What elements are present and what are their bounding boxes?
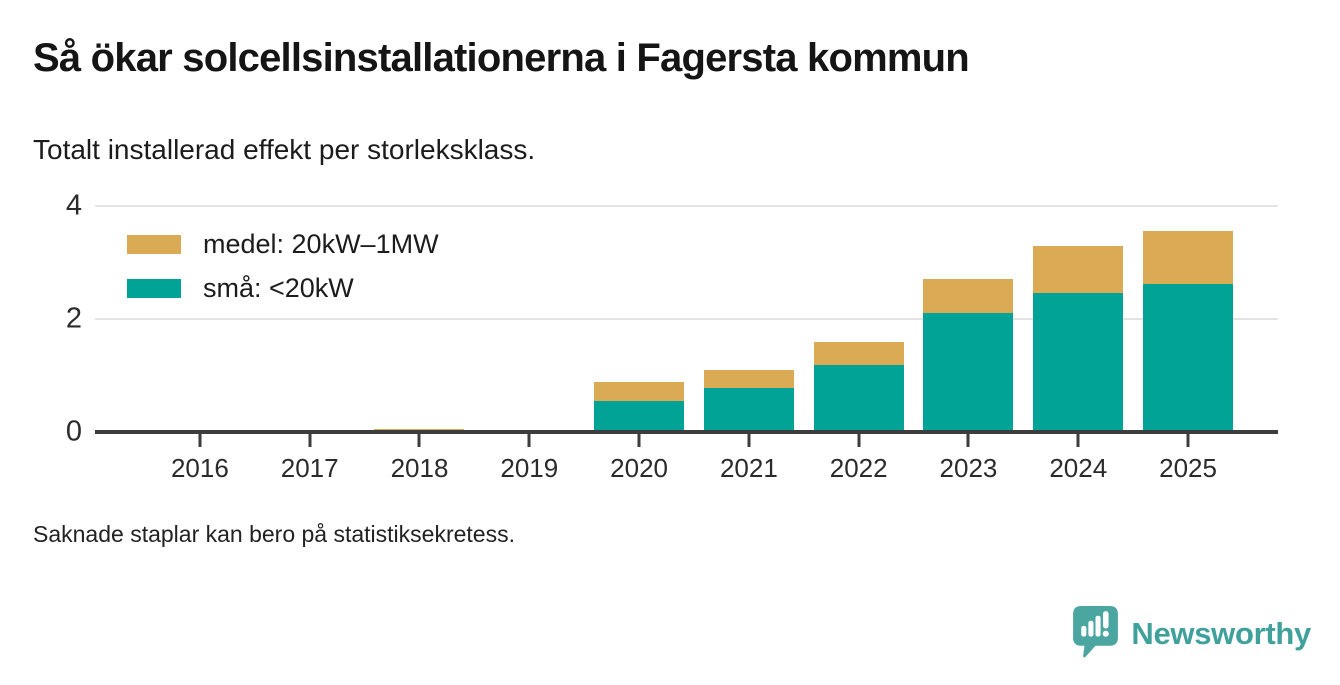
x-tick-label-2023: 2023	[939, 453, 998, 483]
chart-title: Så ökar solcellsinstallationerna i Fager…	[33, 36, 970, 80]
x-tick-2016	[198, 434, 202, 447]
bar-segment-medel-2022	[813, 341, 904, 365]
x-tick-label-2016: 2016	[170, 453, 229, 483]
bar-segment-sma-2021	[703, 387, 794, 432]
bar-segment-medel-2023	[923, 279, 1014, 314]
speech-bubble-bar-chart-icon	[1071, 604, 1120, 664]
x-tick-2023	[966, 434, 970, 447]
y-tick-label-0: 0	[65, 415, 82, 448]
legend-item-medel: medel: 20kW–1MW	[127, 229, 439, 260]
x-tick-label-2018: 2018	[390, 453, 449, 483]
bar-segment-sma-2024	[1033, 293, 1124, 432]
bar-slot-2024: 2024	[1023, 206, 1133, 483]
legend: medel: 20kW–1MW små: <20kW	[127, 229, 439, 317]
x-tick-label-2025: 2025	[1159, 453, 1217, 483]
brand-name: Newsworthy	[1131, 616, 1311, 651]
x-tick-2025	[1186, 434, 1190, 447]
bar-2022	[813, 341, 904, 432]
legend-label-sma: små: <20kW	[203, 273, 354, 303]
y-tick-label-2: 2	[65, 302, 82, 335]
x-tick-2018	[417, 434, 421, 447]
bars-area: 2016 2017 2018 2019 2020 2021 2022 2023 2024 2025	[145, 206, 1243, 483]
chart-subtitle: Totalt installerad effekt per storlekskl…	[33, 134, 536, 165]
bar-slot-2020: 2020	[584, 206, 694, 483]
x-tick-2019	[527, 434, 531, 447]
x-tick-2021	[747, 434, 751, 447]
x-tick-2020	[637, 434, 641, 447]
bar-segment-sma-2025	[1143, 283, 1234, 432]
bar-segment-medel-2020	[594, 382, 685, 401]
bar-slot-2025: 2025	[1133, 206, 1243, 483]
bar-2020	[594, 382, 685, 432]
bar-segment-medel-2024	[1033, 246, 1124, 294]
y-tick-label-4: 4	[65, 189, 82, 222]
bar-slot-2016: 2016	[145, 206, 255, 483]
bar-segment-sma-2023	[923, 313, 1014, 432]
bar-segment-sma-2022	[813, 364, 904, 432]
x-tick-label-2017: 2017	[280, 453, 339, 483]
bar-slot-2021: 2021	[694, 206, 804, 483]
legend-swatch-medel	[127, 235, 181, 254]
bar-slot-2022: 2022	[804, 206, 914, 483]
bar-2025	[1143, 230, 1234, 432]
bar-segment-sma-2020	[594, 400, 685, 432]
x-tick-label-2021: 2021	[719, 453, 778, 483]
x-tick-label-2022: 2022	[829, 453, 888, 483]
x-tick-label-2020: 2020	[610, 453, 668, 483]
legend-item-sma: små: <20kW	[127, 273, 439, 304]
bar-2024	[1033, 246, 1124, 432]
x-tick-label-2019: 2019	[500, 453, 559, 483]
plot-area: 2016 2017 2018 2019 2020 2021 2022 2023 2024 2025	[95, 205, 1278, 483]
x-axis-line	[95, 430, 1278, 434]
bar-2023	[923, 279, 1014, 432]
bar-segment-medel-2025	[1143, 230, 1234, 284]
bar-slot-2023: 2023	[914, 206, 1024, 483]
bar-segment-medel-2021	[703, 369, 794, 388]
bar-2021	[703, 369, 794, 432]
y-axis-labels: 0 2 4	[24, 191, 82, 446]
x-tick-2024	[1076, 434, 1080, 447]
gridline-2	[95, 318, 1278, 320]
bar-slot-2019: 2019	[474, 206, 584, 483]
brand-logo: Newsworthy	[1071, 604, 1311, 664]
legend-swatch-sma	[127, 279, 181, 298]
x-tick-2022	[857, 434, 861, 447]
gridline-4	[95, 205, 1278, 207]
bar-slot-2017: 2017	[255, 206, 365, 483]
x-tick-label-2024: 2024	[1049, 453, 1108, 483]
legend-label-medel: medel: 20kW–1MW	[203, 229, 439, 259]
footnote: Saknade staplar kan bero på statistiksek…	[33, 521, 515, 547]
x-tick-2017	[308, 434, 312, 447]
